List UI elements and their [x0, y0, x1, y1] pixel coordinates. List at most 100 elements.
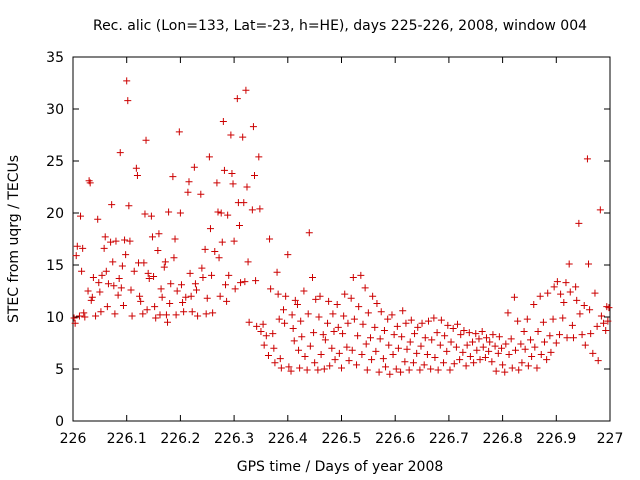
data-point	[111, 310, 119, 318]
data-point	[293, 301, 301, 309]
data-point	[466, 353, 474, 361]
data-point	[569, 334, 577, 342]
data-point	[103, 303, 111, 311]
data-point	[114, 291, 122, 299]
data-point	[494, 349, 502, 357]
data-point	[537, 350, 545, 358]
data-point	[345, 357, 353, 365]
data-point	[489, 331, 497, 339]
data-point	[215, 254, 223, 262]
data-point	[109, 258, 117, 266]
data-point	[227, 131, 235, 139]
data-point	[437, 316, 445, 324]
data-point	[282, 292, 290, 300]
data-point	[550, 283, 558, 291]
data-point	[557, 290, 565, 298]
data-point	[110, 282, 118, 290]
data-point	[469, 338, 477, 346]
data-point	[124, 97, 132, 105]
data-point	[576, 310, 584, 318]
data-point	[596, 206, 604, 214]
data-point	[107, 238, 115, 246]
data-point	[206, 225, 214, 233]
data-point	[142, 136, 150, 144]
data-point	[341, 290, 349, 298]
data-point	[547, 348, 555, 356]
data-point	[514, 317, 522, 325]
data-point	[379, 355, 387, 363]
data-point	[320, 365, 328, 373]
data-point	[116, 149, 124, 157]
data-point	[291, 296, 299, 304]
data-point	[128, 312, 136, 320]
y-tick-label: 35	[46, 50, 64, 66]
data-point	[326, 362, 334, 370]
data-point	[209, 309, 217, 317]
data-point	[338, 364, 345, 372]
data-point	[214, 208, 222, 216]
data-point	[71, 319, 79, 327]
data-point	[117, 284, 125, 292]
data-point	[593, 322, 601, 330]
data-point	[81, 313, 89, 321]
data-point	[543, 356, 551, 364]
data-point	[406, 338, 414, 346]
data-point	[202, 310, 210, 318]
data-point	[472, 330, 480, 338]
data-point	[89, 273, 97, 281]
data-point	[222, 281, 230, 289]
data-point	[409, 359, 417, 367]
data-point	[243, 183, 251, 191]
data-point	[211, 247, 219, 255]
data-point	[191, 280, 199, 288]
data-point	[276, 355, 284, 363]
data-point	[281, 319, 289, 327]
data-point	[600, 319, 608, 327]
data-point	[414, 323, 422, 331]
data-point	[264, 351, 272, 359]
data-point	[388, 311, 396, 319]
data-point	[290, 337, 298, 345]
data-point	[605, 304, 613, 312]
data-point	[531, 343, 539, 351]
data-point	[575, 219, 583, 227]
data-point	[572, 283, 580, 291]
data-point	[417, 342, 425, 350]
data-point	[239, 133, 247, 141]
data-point	[123, 77, 131, 85]
data-point	[229, 180, 237, 188]
data-point	[331, 356, 339, 364]
data-point	[176, 209, 184, 217]
data-point	[197, 190, 205, 198]
data-point	[424, 317, 432, 325]
data-point	[520, 328, 528, 336]
data-point	[363, 366, 371, 374]
data-point	[470, 359, 478, 367]
data-point	[515, 366, 523, 374]
data-point	[257, 328, 265, 336]
data-point	[126, 237, 134, 245]
x-tick-label: 227	[597, 431, 624, 447]
data-point	[479, 343, 487, 351]
data-point	[393, 322, 401, 330]
data-point	[95, 279, 103, 287]
data-point	[347, 294, 355, 302]
data-point	[266, 235, 274, 243]
data-point	[533, 364, 541, 372]
data-point	[162, 311, 170, 319]
data-point	[140, 259, 148, 267]
data-point	[311, 359, 319, 367]
data-point	[394, 344, 402, 352]
data-point	[304, 310, 312, 318]
data-point	[339, 330, 347, 338]
data-point	[260, 341, 268, 349]
data-point	[218, 238, 226, 246]
data-point	[253, 322, 261, 330]
data-point	[380, 327, 388, 335]
data-point	[562, 279, 570, 287]
data-point	[267, 285, 275, 293]
data-point	[108, 201, 116, 209]
data-point	[403, 345, 411, 353]
data-point	[133, 172, 141, 180]
